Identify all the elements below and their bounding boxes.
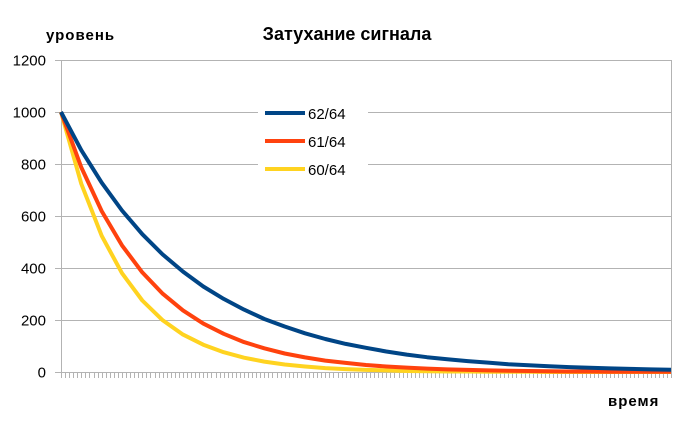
y-tick-label: 200 bbox=[21, 313, 46, 330]
legend-label: 62/64 bbox=[308, 106, 346, 123]
y-tick-label: 800 bbox=[21, 157, 46, 174]
x-axis-label: время bbox=[608, 393, 660, 410]
y-tick-label: 600 bbox=[21, 209, 46, 226]
y-tick-label: 1200 bbox=[13, 53, 46, 70]
data-series bbox=[59, 111, 672, 374]
y-axis-ticks: 0 200 400 600 800 1000 1200 bbox=[13, 53, 46, 382]
legend-label: 61/64 bbox=[308, 134, 346, 151]
chart-title: Затухание сигнала bbox=[262, 24, 432, 44]
y-tick-label: 1000 bbox=[13, 105, 46, 122]
legend: 62/64 61/64 60/64 bbox=[258, 100, 368, 182]
y-axis-label: уровень bbox=[46, 27, 116, 44]
legend-label: 60/64 bbox=[308, 162, 346, 179]
y-tick-label: 400 bbox=[21, 261, 46, 278]
series-line-62-64 bbox=[59, 111, 672, 372]
series-line-61-64 bbox=[59, 111, 671, 374]
y-tick-label: 0 bbox=[38, 365, 46, 382]
